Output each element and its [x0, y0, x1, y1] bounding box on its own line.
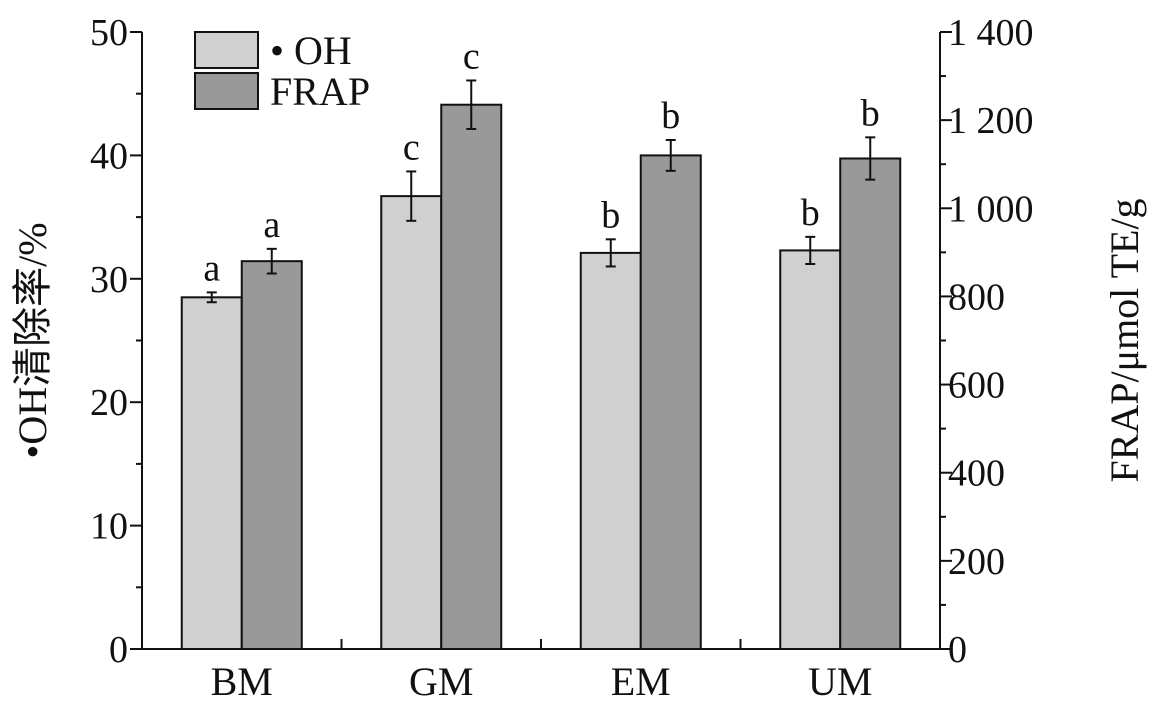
bar	[579, 251, 642, 651]
plot-area: a a c c b b b b	[180, 35, 902, 651]
x-tick-label: BM	[211, 659, 273, 704]
significance-label: b	[661, 95, 680, 137]
bar	[839, 157, 902, 651]
y-tick-label: 10	[90, 506, 128, 548]
y2-tick-label: 800	[948, 276, 1005, 318]
legend-label: • OH	[270, 28, 352, 73]
y-tick-label: 40	[90, 135, 128, 177]
y2-tick-label: 400	[948, 453, 1005, 495]
significance-label: a	[263, 204, 280, 246]
x-tick-label: EM	[611, 659, 671, 704]
bar	[240, 260, 303, 650]
y-tick-label: 0	[109, 629, 128, 671]
y2-tick-label: 200	[948, 541, 1005, 583]
axes: 0 10 20 30 40 50 0 200 400 600 800 1 000 1 200 1 400 B…	[90, 12, 1034, 704]
legend-swatch	[194, 72, 259, 110]
y2-tick-label: 1 000	[948, 188, 1034, 230]
bar	[440, 103, 503, 651]
significance-label: c	[403, 126, 420, 168]
y-axis-label: •OH清除率/%	[10, 222, 55, 458]
bar	[380, 195, 443, 650]
significance-label: b	[801, 192, 820, 234]
bar	[779, 249, 842, 650]
y-tick-label: 50	[90, 12, 128, 54]
significance-label: a	[203, 247, 220, 289]
y-tick-label: 30	[90, 259, 128, 301]
significance-label: b	[601, 194, 620, 236]
y2-tick-label: 1 400	[948, 12, 1034, 54]
legend-label: FRAP	[270, 69, 370, 114]
significance-label: c	[463, 35, 480, 77]
significance-label: b	[861, 92, 880, 134]
x-tick-label: UM	[808, 659, 872, 704]
y2-tick-label: 1 200	[948, 100, 1034, 142]
bar	[180, 296, 243, 650]
y2-tick-label: 0	[948, 629, 967, 671]
x-tick-label: GM	[409, 659, 473, 704]
bar	[639, 154, 702, 650]
y2-tick-label: 600	[948, 365, 1005, 407]
y-tick-label: 20	[90, 382, 128, 424]
legend-swatch	[194, 31, 259, 69]
y2-axis-label: FRAP/μmol TE/g	[1102, 198, 1147, 482]
